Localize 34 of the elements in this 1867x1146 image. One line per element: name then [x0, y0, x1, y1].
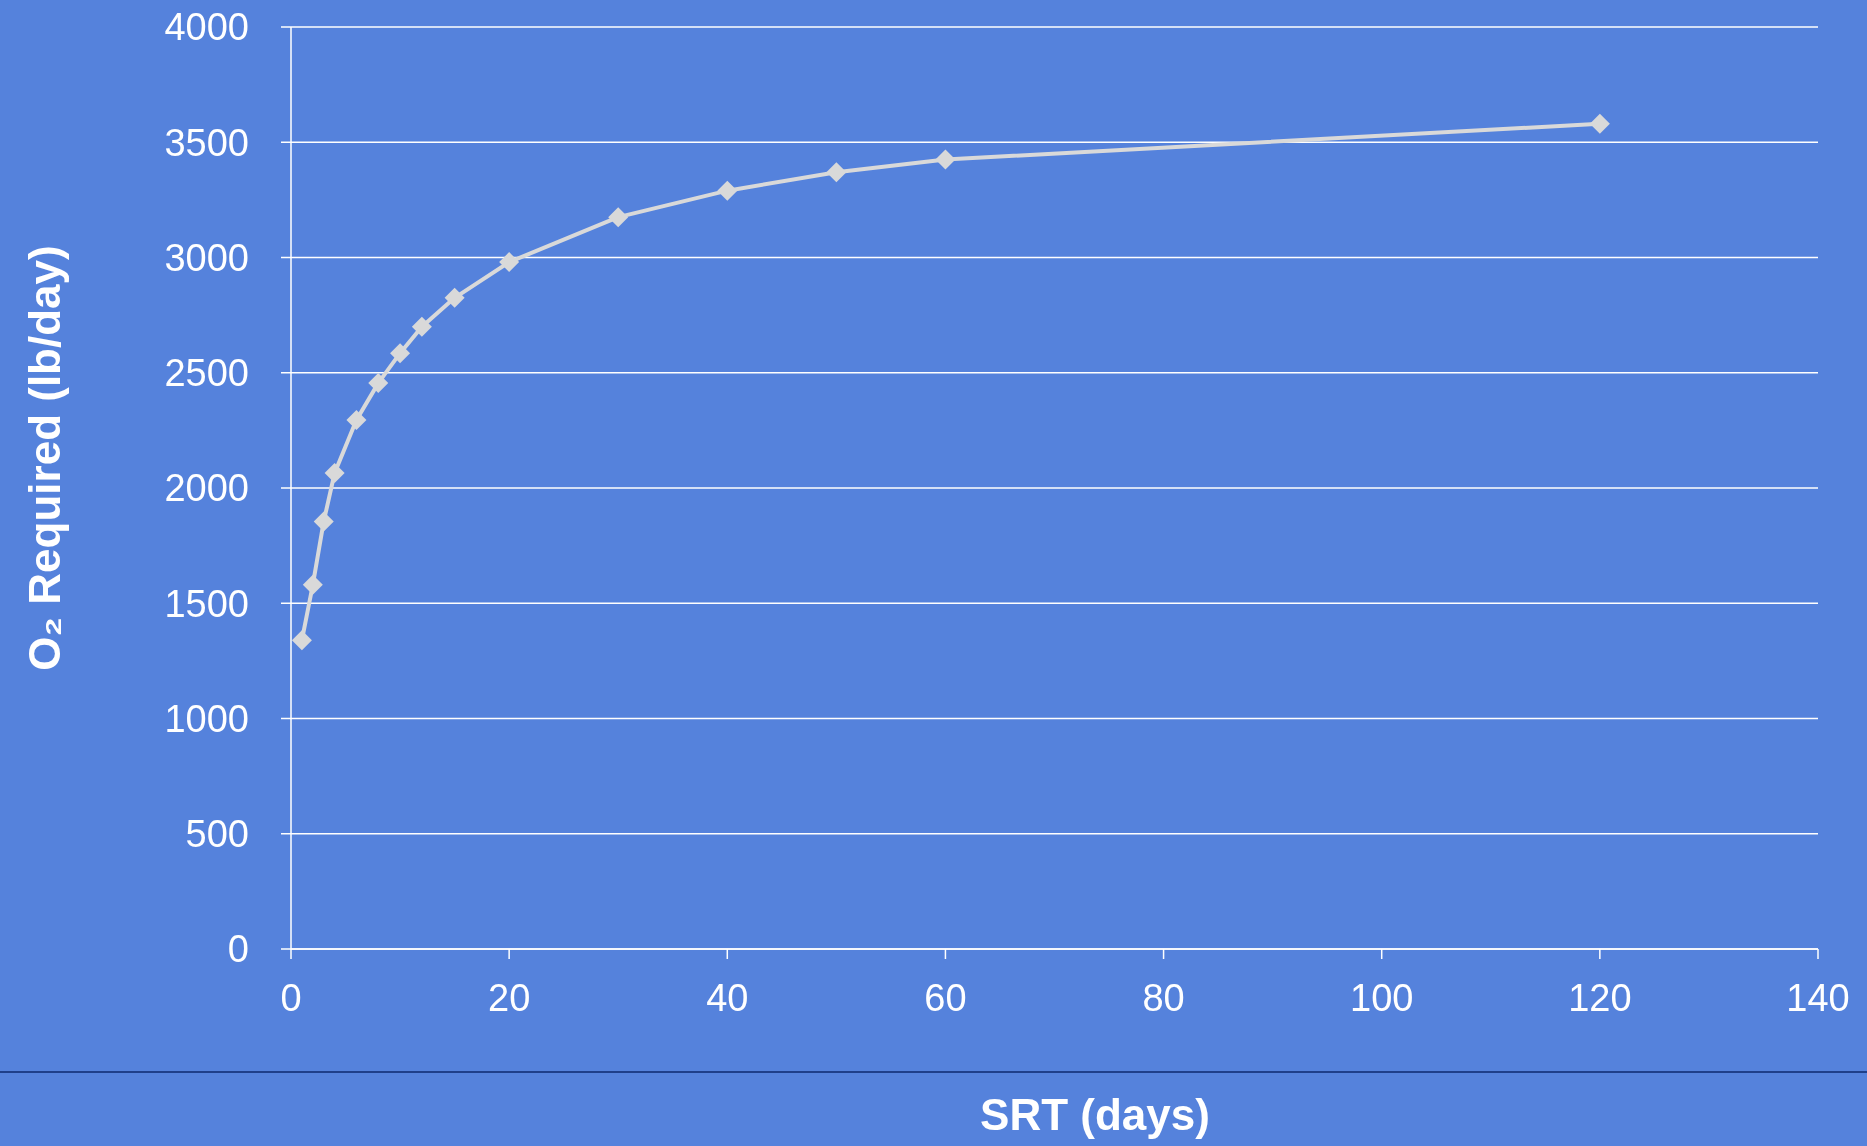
point	[390, 343, 411, 364]
y-tick-label: 2500	[164, 352, 249, 395]
point	[1589, 113, 1610, 134]
x-tick-label: 0	[280, 977, 302, 1019]
x-tick-label: 60	[924, 977, 967, 1019]
x-tick-label: 100	[1350, 977, 1414, 1019]
y-axis-title: O₂ Required (lb/day)	[20, 245, 69, 671]
x-tick-label: 20	[488, 977, 531, 1019]
x-tick-label: 120	[1568, 977, 1632, 1019]
point	[608, 207, 629, 228]
point	[346, 410, 367, 430]
y-tick-label: 2000	[164, 467, 249, 510]
x-axis-title: SRT (days)	[980, 1090, 1210, 1139]
y-tick-label: 0	[227, 928, 249, 971]
point	[291, 630, 312, 651]
y-tick-label: 3500	[164, 121, 249, 164]
y-tick-label: 500	[185, 813, 249, 856]
point	[324, 463, 345, 484]
y-tick-label: 3000	[164, 236, 249, 279]
y-tick-label: 1000	[164, 697, 249, 740]
point	[826, 162, 847, 183]
point	[302, 574, 323, 595]
point	[444, 287, 465, 308]
x-tick-label: 140	[1786, 977, 1850, 1019]
x-tick-label: 40	[706, 977, 749, 1019]
point	[935, 149, 956, 170]
point	[499, 252, 520, 273]
x-tick-label: 80	[1142, 977, 1185, 1019]
point	[313, 511, 334, 532]
y-tick-label: 4000	[164, 6, 249, 49]
point	[368, 373, 389, 394]
y-tick-label: 1500	[164, 582, 249, 625]
point	[411, 316, 432, 337]
point	[717, 180, 738, 201]
